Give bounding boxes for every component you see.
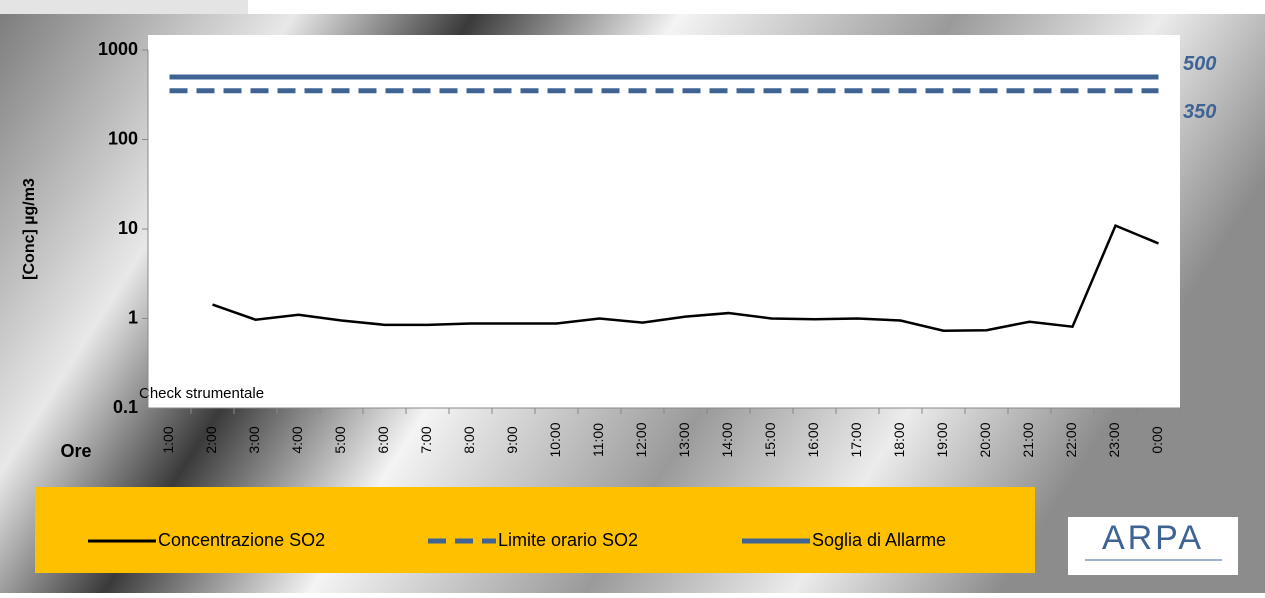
top-corner xyxy=(0,0,248,14)
x-tick-label: 20:00 xyxy=(977,422,993,457)
x-tick-label: 6:00 xyxy=(375,426,391,453)
y-tick-label: 1000 xyxy=(98,39,138,59)
x-tick-label: 11:00 xyxy=(590,423,606,457)
x-tick-label: 21:00 xyxy=(1020,422,1036,457)
x-axis-label: Ore xyxy=(60,441,91,461)
value-label: 350 xyxy=(1183,101,1216,123)
series-line xyxy=(212,224,1159,332)
x-tick-label: 13:00 xyxy=(676,422,692,457)
x-tick-label: 15:00 xyxy=(762,422,778,457)
x-tick-label: 7:00 xyxy=(418,426,434,453)
x-tick-label: 14:00 xyxy=(719,422,735,457)
y-tick-label: 1 xyxy=(128,307,138,327)
x-tick-label: 8:00 xyxy=(461,426,477,453)
x-tick-label: 3:00 xyxy=(246,426,262,453)
x-tick-label: 1:00 xyxy=(160,426,176,453)
y-tick-label: 100 xyxy=(108,128,138,148)
x-tick-label: 12:00 xyxy=(633,422,649,457)
x-tick-label: 2:00 xyxy=(203,426,219,453)
legend-label: Limite orario SO2 xyxy=(498,530,638,550)
annotation: Check strumentale xyxy=(139,385,264,402)
x-tick-label: 10:00 xyxy=(547,422,563,457)
y-tick-label: 10 xyxy=(118,218,138,238)
y-axis-label: [Conc] µg/m3 xyxy=(21,178,38,280)
x-tick-label: 0:00 xyxy=(1149,426,1165,453)
top-strip xyxy=(248,0,1265,14)
logo: ARPA xyxy=(1102,519,1204,557)
x-tick-label: 5:00 xyxy=(332,426,348,453)
x-tick-label: 4:00 xyxy=(289,426,305,453)
x-tick-label: 19:00 xyxy=(934,422,950,457)
x-tick-label: 9:00 xyxy=(504,426,520,453)
y-tick-label: 0.1 xyxy=(113,397,138,417)
legend-label: Soglia di Allarme xyxy=(812,530,946,550)
logo-box xyxy=(1068,517,1238,575)
plot-area xyxy=(148,35,1180,408)
x-tick-label: 18:00 xyxy=(891,422,907,457)
legend-label: Concentrazione SO2 xyxy=(158,530,325,550)
value-label: 500 xyxy=(1183,53,1216,75)
legend-box xyxy=(35,487,1035,573)
x-tick-label: 22:00 xyxy=(1063,422,1079,457)
x-tick-label: 23:00 xyxy=(1106,422,1122,457)
x-tick-label: 17:00 xyxy=(848,422,864,457)
x-tick-label: 16:00 xyxy=(805,422,821,457)
